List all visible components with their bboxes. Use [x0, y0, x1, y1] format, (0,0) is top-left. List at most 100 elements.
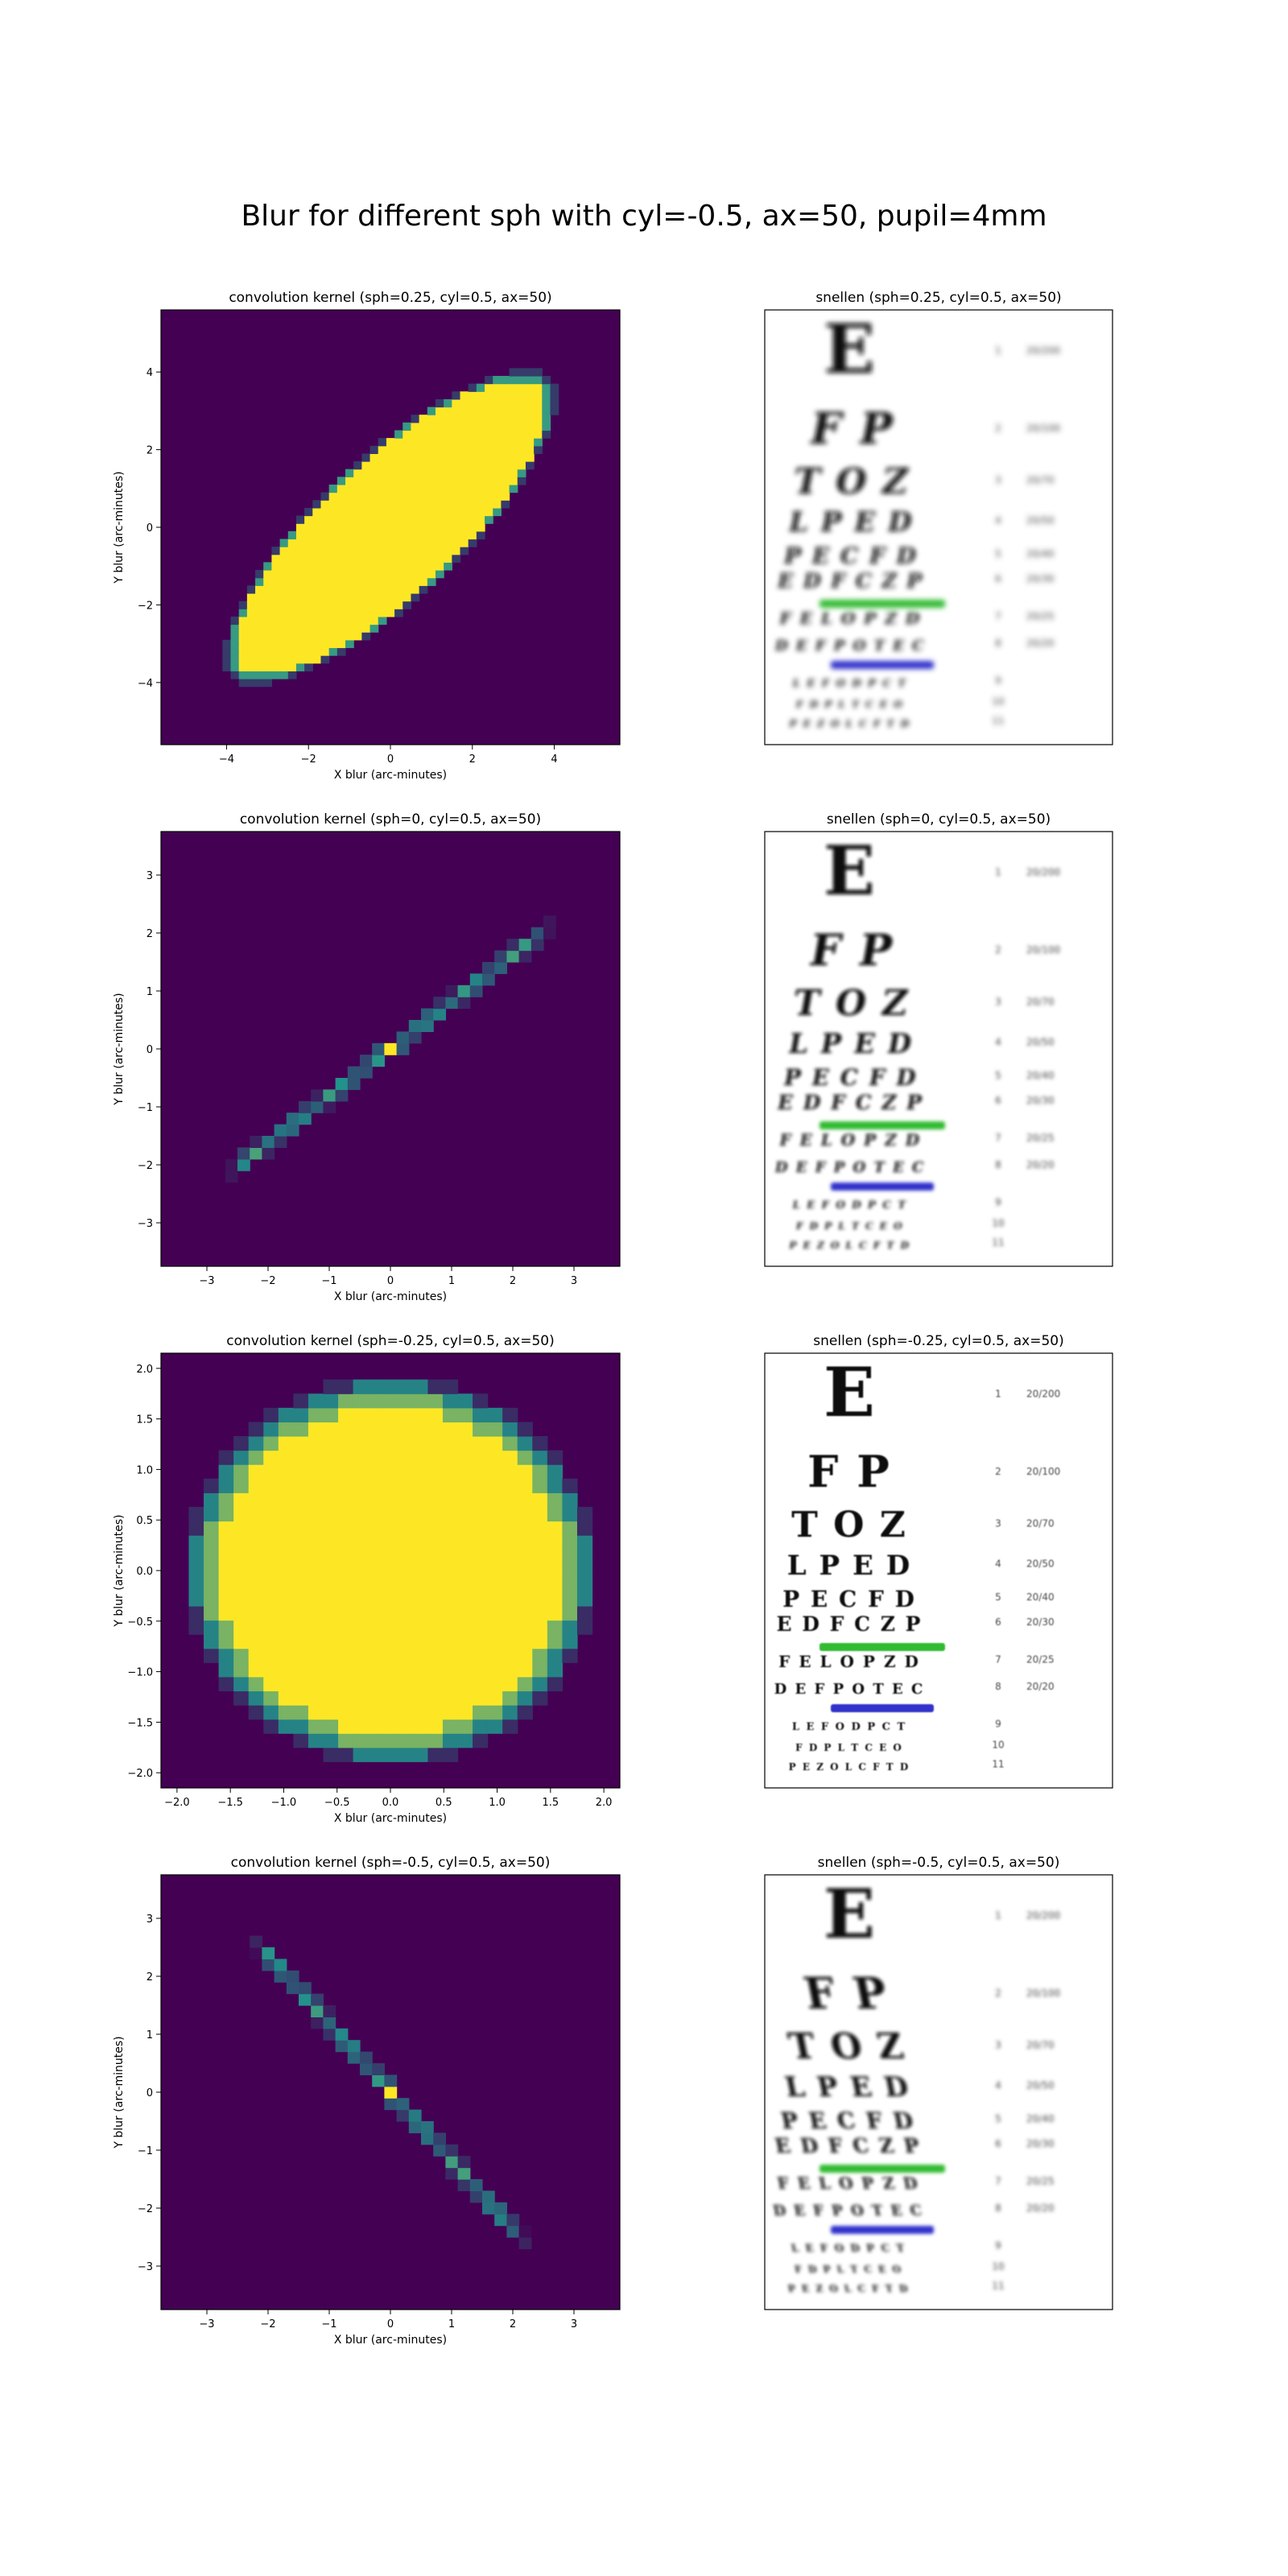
kernel-cell — [412, 1719, 428, 1734]
kernel-cell — [304, 609, 313, 617]
kernel-cell — [263, 632, 273, 641]
kernel-cell — [204, 1563, 220, 1579]
kernel-cell — [517, 1705, 533, 1720]
kernel-cell — [328, 639, 338, 649]
kernel-cell — [320, 577, 330, 586]
kernel-cell — [547, 1450, 564, 1465]
snellen-row-number: 8 — [995, 2202, 1001, 2214]
kernel-cell — [308, 1705, 324, 1720]
x-tick-label: −1 — [321, 1275, 336, 1287]
kernel-cell — [518, 950, 532, 963]
kernel-cell — [473, 1620, 489, 1635]
snellen-row-acuity: 20/100 — [1026, 1988, 1060, 1999]
kernel-cell — [411, 562, 420, 571]
kernel-cell — [427, 1379, 444, 1394]
kernel-cell — [320, 639, 330, 649]
kernel-cell — [532, 1662, 548, 1678]
kernel-cell — [353, 1435, 369, 1451]
kernel-cell — [412, 1549, 428, 1564]
kernel-cell — [427, 1648, 444, 1663]
kernel-cell — [525, 438, 535, 447]
kernel-cell — [502, 1648, 518, 1663]
kernel-cell — [293, 1464, 309, 1480]
kernel-cell — [218, 1662, 234, 1678]
y-tick-label: 3 — [147, 1913, 153, 1926]
kernel-cell — [286, 1970, 299, 1983]
kernel-cell — [311, 1100, 324, 1113]
kernel-cell — [469, 985, 483, 997]
kernel-cell — [468, 469, 477, 477]
kernel-cell — [452, 469, 461, 477]
snellen-row-letters: P E C F D — [782, 542, 920, 569]
kernel-cell — [304, 601, 313, 609]
kernel-cell — [460, 539, 469, 547]
kernel-cell — [248, 1435, 264, 1451]
kernel-cell — [435, 484, 444, 493]
kernel-cell — [411, 547, 420, 555]
kernel-cell — [271, 655, 281, 664]
kernel-cell — [396, 2109, 410, 2122]
kernel-cell — [369, 445, 379, 454]
x-tick-label: 0 — [387, 753, 394, 766]
kernel-cell — [361, 507, 371, 517]
kernel-cell — [323, 1577, 339, 1592]
kernel-cell — [427, 1662, 444, 1678]
kernel-cell — [323, 1605, 339, 1621]
kernel-cell — [485, 422, 493, 431]
kernel-cell — [382, 1450, 398, 1465]
kernel-cell — [402, 492, 412, 501]
kernel-cell — [460, 453, 469, 462]
snellen-row-number: 11 — [992, 1237, 1004, 1249]
kernel-cell — [518, 939, 532, 952]
kernel-cell — [308, 1690, 324, 1706]
kernel-cell — [468, 523, 477, 532]
kernel-cell — [547, 1506, 564, 1522]
kernel-cell — [547, 1535, 564, 1550]
kernel-cells — [250, 1935, 532, 2249]
kernel-cell — [517, 1478, 533, 1493]
kernel-cell — [246, 609, 256, 617]
kernel-cell — [398, 1577, 414, 1592]
kernel-cell — [412, 1393, 428, 1409]
kernel-cell — [435, 453, 444, 462]
kernel-cell — [452, 422, 461, 431]
kernel-cell — [576, 1563, 593, 1579]
snellen-row-letters: E D F C Z P — [777, 1612, 923, 1636]
kernel-cell — [435, 554, 444, 563]
kernel-cell — [255, 647, 264, 656]
kernel-cell — [485, 407, 493, 415]
kernel-cell — [460, 492, 469, 501]
kernel-cell — [204, 1492, 220, 1508]
kernel-cell — [398, 1705, 414, 1720]
kernel-cell — [308, 1535, 324, 1550]
kernel-cell — [248, 1634, 264, 1649]
kernel-cell — [320, 570, 330, 579]
kernel-cell — [279, 647, 289, 656]
kernel-cell — [493, 407, 502, 415]
kernel-cell — [323, 1591, 339, 1607]
kernel-cell — [517, 1492, 533, 1508]
kernel-cell — [353, 616, 362, 625]
kernel-cell — [353, 1450, 369, 1465]
kernel-cell — [487, 1478, 503, 1493]
snellen-row-letters: F P — [806, 924, 898, 976]
kernel-cell — [263, 1634, 279, 1649]
kernel-cell — [287, 539, 297, 547]
kernel-cell — [263, 585, 273, 594]
snellen-row-letters: F E L O P Z D — [775, 2174, 920, 2193]
kernel-cell — [517, 398, 526, 408]
kernel-cell — [248, 1605, 264, 1621]
kernel-cell — [493, 477, 502, 485]
kernel-cell — [382, 1605, 398, 1621]
kernel-cell — [398, 1435, 414, 1451]
kernel-cell — [312, 609, 322, 617]
kernel-cell — [369, 507, 379, 517]
snellen-row-letters: P E Z O L C F T D — [787, 2283, 910, 2294]
kernel-cell — [517, 1435, 533, 1451]
snellen-row-letters: F P — [807, 1446, 891, 1497]
kernel-cell — [308, 1450, 324, 1465]
kernel-cell — [295, 523, 305, 532]
kernel-cell — [419, 577, 428, 586]
snellen-row-number: 8 — [995, 638, 1001, 649]
kernel-cell — [372, 1055, 385, 1067]
